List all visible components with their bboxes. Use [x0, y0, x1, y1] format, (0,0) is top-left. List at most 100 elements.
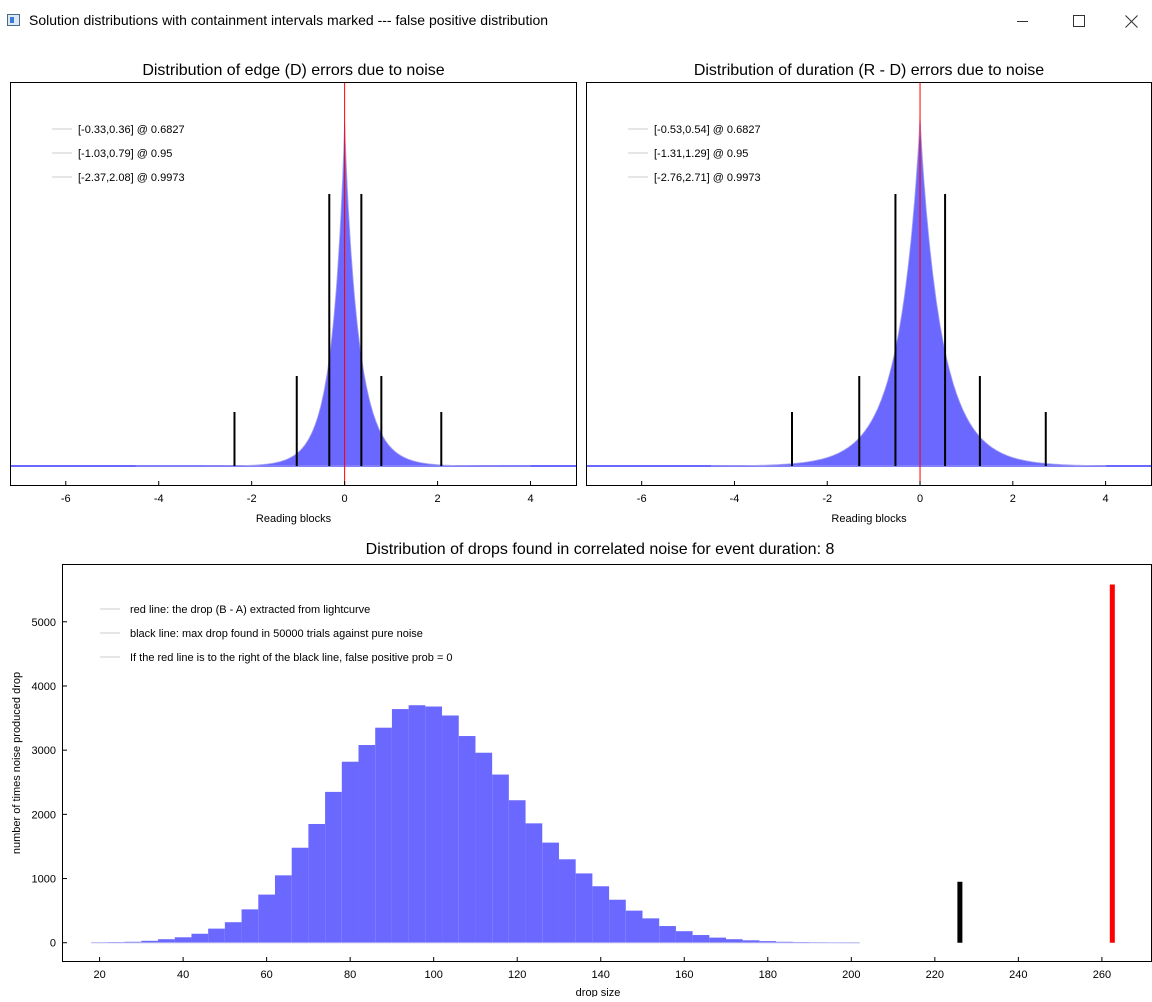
histogram-bar	[458, 736, 476, 943]
y-tick-label: 1000	[32, 874, 56, 886]
histogram-bar	[241, 909, 259, 943]
histogram-bar	[475, 752, 493, 943]
y-tick-label: 5000	[32, 617, 56, 629]
x-tick-label: 60	[261, 969, 273, 981]
x-tick-label: -4	[730, 493, 740, 505]
y-tick-label: 3000	[32, 745, 56, 757]
histogram-bar	[358, 745, 376, 943]
charts-area: -6 -4 -2 0 2 4 Distribution of edge (D) errors…	[0, 44, 1152, 999]
histogram-bar	[759, 941, 777, 943]
histogram-bar	[525, 823, 543, 943]
window-title: Solution distributions with containment …	[29, 12, 549, 28]
histogram-bar	[642, 918, 660, 943]
legend-entry: [-1.03,0.79] @ 0.95	[78, 148, 172, 160]
x-tick-label: -6	[61, 493, 71, 505]
histogram-bar	[158, 939, 175, 943]
histogram-bar	[709, 937, 727, 943]
histogram-bar	[609, 899, 626, 943]
histogram-bar	[408, 705, 426, 943]
legend-entry: [-2.76,2.71] @ 0.9973	[654, 172, 761, 184]
close-button[interactable]	[1108, 2, 1152, 40]
histogram-bar	[291, 847, 309, 943]
chart-title: Distribution of edge (D) errors due to n…	[142, 62, 444, 79]
plot-frame	[586, 82, 1152, 486]
histogram-bar	[592, 886, 610, 943]
x-tick-label: 4	[1103, 493, 1109, 505]
histogram-bar	[375, 727, 392, 943]
histogram-bar	[575, 873, 593, 943]
histogram-area	[710, 115, 1106, 467]
y-axis-label: number of times noise produced drop	[11, 672, 23, 854]
histogram-bar	[308, 823, 326, 943]
x-tick-label: 2	[1010, 493, 1016, 505]
histogram-bar	[508, 800, 526, 943]
histogram-bar	[391, 709, 409, 943]
histogram-bar	[174, 937, 192, 943]
histogram-bar	[341, 761, 359, 943]
legend-entry: [-2.37,2.08] @ 0.9973	[78, 172, 185, 184]
histogram-bar	[191, 933, 209, 943]
x-tick-label: 2	[435, 493, 441, 505]
x-tick-label: 160	[675, 969, 693, 981]
histogram-bar	[208, 928, 225, 943]
chart-title: Distribution of drops found in correlate…	[366, 541, 835, 558]
histogram-bar	[675, 931, 693, 943]
histogram-area	[135, 120, 531, 467]
x-tick-label: 40	[177, 969, 189, 981]
legend-entry: black line: max drop found in 50000 tria…	[130, 628, 423, 640]
x-tick-label: -2	[822, 493, 832, 505]
charts-canvas: -6 -4 -2 0 2 4 Distribution of edge (D) errors…	[10, 62, 1152, 999]
histogram-bar	[659, 926, 676, 943]
x-tick-label: -4	[154, 493, 164, 505]
y-tick-label: 4000	[32, 681, 56, 693]
x-tick-label: 200	[842, 969, 860, 981]
histogram-bar	[625, 910, 643, 943]
histogram-bar	[141, 940, 159, 943]
histogram-bar	[692, 935, 710, 943]
legend-entry: [-0.33,0.36] @ 0.6827	[78, 124, 185, 136]
histogram-bar	[558, 859, 576, 943]
plot-frame	[10, 82, 577, 486]
histogram-bar	[224, 922, 242, 943]
maximize-button[interactable]	[1056, 2, 1102, 40]
minimize-button[interactable]	[1000, 2, 1046, 40]
x-tick-label: -2	[247, 493, 257, 505]
y-tick-label: 0	[50, 938, 56, 950]
histogram-bar	[258, 894, 275, 943]
app-window-icon	[7, 14, 20, 26]
x-tick-label: -6	[637, 493, 647, 505]
y-tick-label: 2000	[32, 809, 56, 821]
x-tick-label: 220	[926, 969, 944, 981]
histogram-bar	[325, 791, 342, 943]
maximize-icon	[1073, 15, 1085, 27]
error-chart-edge: -6 -4 -2 0 2 4 Distribution of edge (D) errors…	[10, 62, 577, 525]
legend-entry: [-1.31,1.29] @ 0.95	[654, 148, 748, 160]
legend-entry: red line: the drop (B - A) extracted fro…	[130, 604, 370, 616]
x-tick-label: 180	[759, 969, 777, 981]
error-chart-duration: -6 -4 -2 0 2 4 Distribution of duration (R - D…	[586, 62, 1152, 525]
x-tick-label: 120	[508, 969, 526, 981]
x-axis-label: Reading blocks	[831, 513, 907, 525]
legend-entry: [-0.53,0.54] @ 0.6827	[654, 124, 761, 136]
x-tick-label: 240	[1009, 969, 1027, 981]
x-axis-label: drop size	[576, 987, 621, 997]
x-tick-label: 260	[1093, 969, 1111, 981]
histogram-bar	[274, 875, 292, 943]
x-tick-label: 0	[342, 493, 348, 505]
minimize-icon	[1017, 21, 1028, 22]
histogram-bar	[542, 842, 559, 943]
x-tick-label: 0	[917, 493, 923, 505]
drop-distribution-chart: 20 40 60 80 100 120 140 160 180 200 220 240 260 0 1000…	[11, 541, 1152, 999]
histogram-bar	[492, 774, 509, 943]
legend-entry: If the red line is to the right of the b…	[130, 652, 453, 664]
x-tick-label: 100	[425, 969, 443, 981]
x-tick-label: 20	[93, 969, 105, 981]
x-tick-label: 140	[592, 969, 610, 981]
chart-title: Distribution of duration (R - D) errors …	[694, 62, 1044, 79]
histogram-bar	[742, 940, 760, 943]
x-axis-label: Reading blocks	[256, 513, 332, 525]
x-tick-label: 4	[527, 493, 533, 505]
title-bar: Solution distributions with containment …	[0, 0, 1152, 44]
histogram-bar	[442, 715, 459, 943]
histogram-bar	[425, 706, 443, 943]
